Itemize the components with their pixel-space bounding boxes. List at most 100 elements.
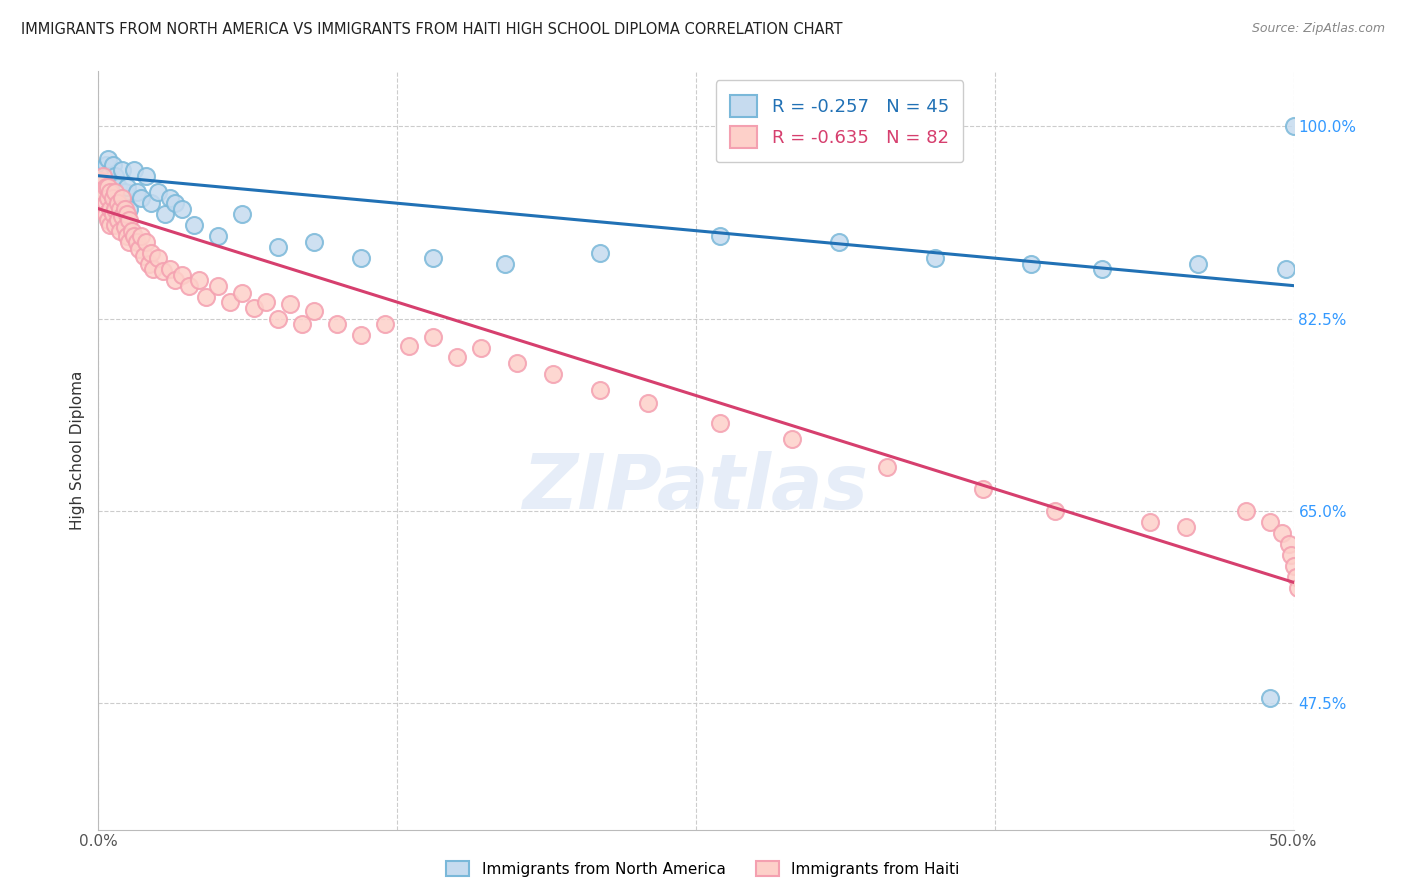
Point	[118, 235, 141, 249]
Point	[101, 207, 124, 221]
Point	[972, 482, 994, 496]
Point	[101, 158, 124, 172]
Point	[207, 278, 229, 293]
Point	[231, 286, 253, 301]
Y-axis label: High School Diploma: High School Diploma	[69, 371, 84, 530]
Point	[1278, 537, 1301, 551]
Point	[97, 191, 120, 205]
Point	[124, 163, 146, 178]
Point	[159, 191, 181, 205]
Point	[107, 212, 129, 227]
Point	[302, 304, 325, 318]
Point	[163, 273, 186, 287]
Point	[128, 243, 150, 257]
Point	[422, 330, 444, 344]
Point	[97, 153, 120, 167]
Point	[124, 229, 146, 244]
Point	[118, 212, 141, 227]
Point	[94, 207, 117, 221]
Point	[101, 191, 124, 205]
Point	[94, 158, 117, 172]
Point	[709, 229, 731, 244]
Point	[494, 257, 516, 271]
Point	[91, 163, 114, 178]
Point	[1091, 262, 1114, 277]
Point	[98, 218, 122, 232]
Point	[97, 179, 120, 194]
Point	[183, 218, 205, 232]
Point	[1043, 504, 1066, 518]
Point	[98, 186, 122, 200]
Point	[107, 196, 129, 211]
Point	[172, 202, 194, 216]
Point	[91, 169, 114, 183]
Point	[111, 163, 134, 178]
Point	[278, 297, 301, 311]
Point	[125, 235, 148, 249]
Point	[115, 207, 138, 221]
Point	[111, 191, 134, 205]
Point	[924, 251, 946, 265]
Point	[101, 179, 124, 194]
Point	[1187, 257, 1209, 271]
Point	[1275, 262, 1298, 277]
Point	[1175, 520, 1198, 534]
Point	[350, 328, 373, 343]
Point	[104, 169, 127, 183]
Point	[94, 196, 117, 211]
Point	[115, 179, 138, 194]
Text: ZIPatlas: ZIPatlas	[523, 451, 869, 525]
Point	[108, 202, 131, 216]
Point	[589, 245, 612, 260]
Point	[541, 367, 564, 381]
Point	[780, 433, 803, 447]
Point	[91, 186, 114, 200]
Point	[243, 301, 266, 315]
Point	[114, 220, 136, 235]
Point	[163, 196, 186, 211]
Point	[506, 355, 529, 369]
Point	[98, 186, 122, 200]
Point	[207, 229, 229, 244]
Point	[108, 224, 131, 238]
Point	[1286, 581, 1309, 595]
Point	[302, 235, 325, 249]
Point	[1279, 548, 1302, 562]
Point	[326, 317, 349, 331]
Point	[115, 229, 138, 244]
Point	[97, 212, 120, 227]
Text: IMMIGRANTS FROM NORTH AMERICA VS IMMIGRANTS FROM HAITI HIGH SCHOOL DIPLOMA CORRE: IMMIGRANTS FROM NORTH AMERICA VS IMMIGRA…	[21, 22, 842, 37]
Point	[142, 262, 165, 277]
Point	[446, 350, 468, 364]
Point	[159, 262, 181, 277]
Point	[148, 186, 170, 200]
Point	[152, 264, 174, 278]
Point	[114, 202, 136, 216]
Point	[104, 191, 127, 205]
Point	[1234, 504, 1257, 518]
Point	[422, 251, 444, 265]
Text: Source: ZipAtlas.com: Source: ZipAtlas.com	[1251, 22, 1385, 36]
Point	[97, 169, 120, 183]
Point	[254, 295, 277, 310]
Point	[709, 416, 731, 430]
Point	[267, 311, 290, 326]
Point	[90, 169, 112, 183]
Point	[637, 396, 659, 410]
Point	[187, 273, 209, 287]
Point	[589, 383, 612, 397]
Point	[114, 186, 136, 200]
Point	[398, 339, 420, 353]
Point	[1271, 525, 1294, 540]
Point	[1282, 120, 1305, 134]
Point	[470, 341, 492, 355]
Point	[1282, 558, 1305, 573]
Legend: R = -0.257   N = 45, R = -0.635   N = 82: R = -0.257 N = 45, R = -0.635 N = 82	[716, 80, 963, 162]
Point	[219, 295, 242, 310]
Point	[1139, 515, 1161, 529]
Point	[135, 235, 157, 249]
Point	[104, 218, 127, 232]
Point	[135, 169, 157, 183]
Point	[121, 224, 143, 238]
Point	[131, 229, 153, 244]
